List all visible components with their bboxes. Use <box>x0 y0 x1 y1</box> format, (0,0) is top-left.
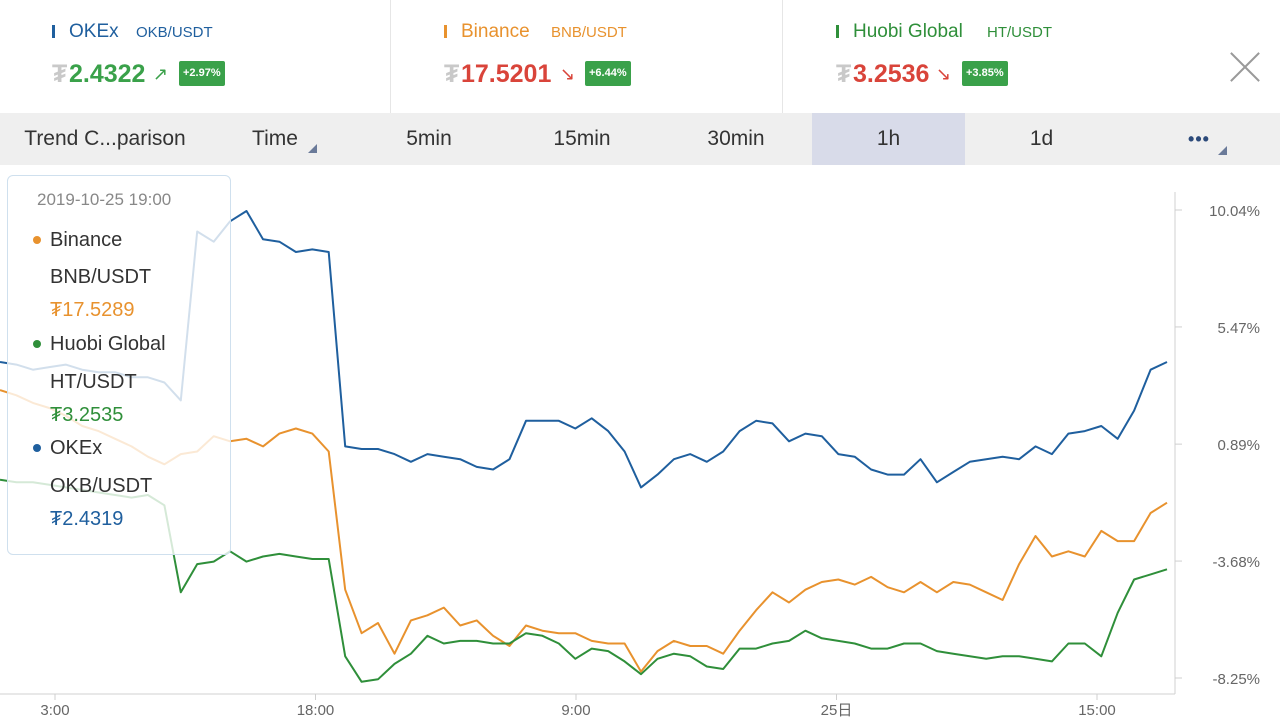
tooltip-exchange: Huobi Global <box>50 333 166 355</box>
interval-30min[interactable]: 30min <box>707 127 765 150</box>
currency-symbol: ₮ <box>836 60 852 88</box>
exchange-name: OKEx <box>69 21 119 42</box>
interval-15min[interactable]: 15min <box>553 127 611 150</box>
ticker-huobi[interactable]: Huobi Global HT/USDT ₮ 3.2536 ↘ +3.85% <box>784 0 1175 113</box>
time-label: Time <box>252 127 298 150</box>
change-badge: +3.85% <box>962 61 1008 86</box>
tooltip-dot-huobi <box>33 340 41 348</box>
x-tick-label: 18:00 <box>297 702 335 719</box>
price: 17.5201 <box>461 60 552 88</box>
y-tick-label: -8.25% <box>1212 671 1260 688</box>
trend-arrow-icon: ↗ <box>153 64 169 84</box>
tooltip-timestamp: 2019-10-25 19:00 <box>37 190 172 209</box>
more-icon: ••• <box>1188 129 1210 149</box>
tooltip-dot-okex <box>33 444 41 452</box>
close-icon[interactable] <box>1228 50 1262 84</box>
tooltip-exchange: OKEx <box>50 437 103 459</box>
tooltip-exchange: Binance <box>50 229 123 251</box>
y-tick-label: -3.68% <box>1212 554 1260 571</box>
interval-5min[interactable]: 5min <box>406 127 452 150</box>
dropdown-corner-icon <box>1218 146 1227 155</box>
interval-1d[interactable]: 1d <box>1029 127 1054 150</box>
x-tick-label: 9:00 <box>561 702 590 719</box>
tooltip-pair: BNB/USDT <box>50 266 152 288</box>
series-color-marker <box>52 25 55 38</box>
ticker-header: OKEx OKB/USDT ₮ 2.4322 ↗ +2.97% Binance … <box>0 0 1280 113</box>
chart-tooltip: 2019-10-25 19:00 Binance BNB/USDT ₮17.52… <box>7 175 231 555</box>
tooltip-dot-binance <box>33 236 41 244</box>
dropdown-corner-icon <box>308 144 317 153</box>
series-line-huobi-global <box>0 478 1168 683</box>
change-badge: +2.97% <box>179 61 225 86</box>
price: 2.4322 <box>69 60 146 88</box>
exchange-name: Binance <box>461 21 530 42</box>
trend-arrow-icon: ↘ <box>936 64 952 84</box>
currency-symbol: ₮ <box>444 60 460 88</box>
y-tick-label: 10.04% <box>1209 203 1260 220</box>
ticker-okex[interactable]: OKEx OKB/USDT ₮ 2.4322 ↗ +2.97% <box>0 0 391 113</box>
more-intervals-button[interactable]: ••• <box>1118 113 1280 165</box>
tooltip-value: ₮17.5289 <box>50 299 135 321</box>
series-color-marker <box>444 25 447 38</box>
tooltip-pair: OKB/USDT <box>50 475 153 497</box>
interval-1h[interactable]: 1h <box>812 113 965 165</box>
y-tick-label: 5.47% <box>1217 320 1260 337</box>
change-badge: +6.44% <box>585 61 631 86</box>
ticker-binance[interactable]: Binance BNB/USDT ₮ 17.5201 ↘ +6.44% <box>392 0 783 113</box>
y-tick-label: 0.89% <box>1217 437 1260 454</box>
price: 3.2536 <box>853 60 930 88</box>
time-dropdown[interactable]: Time <box>210 113 340 165</box>
x-tick-label: 3:00 <box>40 702 69 719</box>
pair-name: BNB/USDT <box>551 24 627 41</box>
currency-symbol: ₮ <box>52 60 68 88</box>
x-tick-label: 25日 <box>821 702 853 719</box>
exchange-name: Huobi Global <box>853 21 963 42</box>
series-color-marker <box>836 25 839 38</box>
pair-name: HT/USDT <box>987 24 1052 41</box>
tooltip-pair: HT/USDT <box>50 371 137 393</box>
tooltip-value: ₮3.2535 <box>50 404 124 426</box>
interval-toolbar: Trend C...parison Time 5min 15min 30min … <box>0 113 1280 165</box>
trend-arrow-icon: ↘ <box>560 64 576 84</box>
tooltip-value: ₮2.4319 <box>50 508 124 530</box>
chart-title: Trend C...parison <box>24 127 186 150</box>
pair-name: OKB/USDT <box>136 24 213 41</box>
x-tick-label: 15:00 <box>1078 702 1116 719</box>
